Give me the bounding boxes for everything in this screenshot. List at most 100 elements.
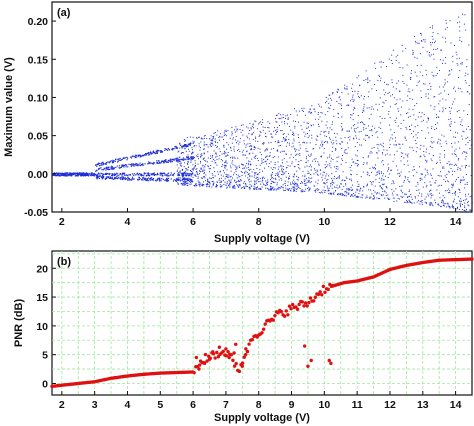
- scatter-point: [375, 103, 377, 105]
- scatter-point: [166, 149, 169, 151]
- scatter-point: [447, 203, 449, 205]
- scatter-point: [424, 168, 426, 170]
- scatter-point: [118, 159, 120, 161]
- scatter-point: [452, 174, 454, 176]
- scatter-point: [289, 189, 291, 191]
- scatter-point: [120, 166, 122, 168]
- scatter-point: [79, 173, 81, 175]
- scatter-point: [152, 163, 154, 165]
- scatter-point: [350, 117, 352, 119]
- scatter-point: [247, 127, 249, 129]
- scatter-point: [110, 167, 112, 169]
- scatter-point: [246, 167, 248, 169]
- scatter-point: [301, 190, 303, 192]
- scatter-point: [241, 171, 243, 173]
- scatter-point: [281, 169, 283, 171]
- scatter-point: [209, 145, 211, 147]
- scatter-point: [246, 171, 248, 173]
- scatter-point: [180, 162, 182, 164]
- scatter-point: [273, 130, 275, 132]
- scatter-point: [311, 105, 313, 107]
- scatter-point: [415, 151, 417, 153]
- panel-a-x-ticks: 2 4 6 8 10 12 14: [59, 208, 462, 228]
- scatter-point: [358, 193, 360, 195]
- scatter-point: [275, 129, 277, 131]
- scatter-point: [366, 185, 368, 187]
- scatter-point: [246, 150, 248, 152]
- scatter-point: [342, 179, 344, 181]
- scatter-point: [287, 172, 289, 174]
- scatter-point: [78, 173, 80, 175]
- scatter-point: [185, 139, 187, 141]
- scatter-point: [434, 106, 436, 108]
- scatter-point: [174, 146, 176, 148]
- scatter-point: [179, 162, 181, 164]
- scatter-point: [122, 176, 124, 178]
- scatter-point: [221, 165, 223, 167]
- scatter-point: [167, 159, 169, 162]
- scatter-point: [280, 185, 282, 187]
- scatter-point: [95, 170, 97, 172]
- scatter-point: [288, 178, 290, 180]
- scatter-point: [186, 169, 188, 171]
- scatter-point: [185, 174, 187, 176]
- pnr-point: [242, 355, 246, 359]
- scatter-point: [206, 183, 208, 185]
- scatter-point: [432, 25, 434, 27]
- scatter-point: [242, 149, 244, 151]
- scatter-point: [205, 184, 207, 186]
- scatter-point: [389, 117, 391, 119]
- scatter-point: [405, 139, 407, 141]
- scatter-point: [303, 190, 305, 192]
- scatter-point: [468, 193, 470, 195]
- scatter-point: [459, 200, 461, 202]
- scatter-point: [122, 172, 124, 174]
- scatter-point: [184, 140, 186, 142]
- scatter-point: [158, 177, 160, 179]
- scatter-point: [59, 172, 61, 174]
- scatter-point: [319, 144, 321, 146]
- scatter-point: [328, 190, 330, 192]
- scatter-point: [291, 161, 293, 163]
- scatter-point: [419, 80, 421, 82]
- scatter-point: [405, 153, 407, 155]
- scatter-point: [293, 186, 295, 188]
- scatter-point: [412, 169, 414, 171]
- scatter-point: [308, 189, 310, 191]
- scatter-point: [114, 176, 116, 179]
- scatter-point: [143, 172, 145, 174]
- scatter-point: [137, 173, 139, 175]
- scatter-point: [293, 183, 295, 185]
- scatter-point: [220, 177, 222, 179]
- scatter-point: [252, 123, 254, 125]
- scatter-point: [471, 138, 473, 140]
- scatter-point: [430, 189, 432, 191]
- scatter-point: [145, 153, 147, 155]
- scatter-point: [411, 133, 413, 135]
- scatter-point: [438, 93, 440, 95]
- scatter-point: [442, 204, 444, 206]
- scatter-point: [253, 187, 255, 189]
- scatter-point: [145, 179, 147, 182]
- scatter-point: [381, 188, 383, 190]
- scatter-point: [198, 173, 200, 175]
- scatter-point: [287, 117, 289, 119]
- scatter-point: [403, 119, 405, 121]
- scatter-point: [365, 197, 367, 199]
- scatter-point: [421, 178, 423, 180]
- scatter-point: [189, 178, 191, 180]
- scatter-point: [262, 183, 264, 185]
- scatter-point: [158, 179, 160, 181]
- scatter-point: [111, 166, 113, 168]
- scatter-point: [104, 173, 107, 175]
- scatter-point: [216, 181, 218, 183]
- scatter-point: [169, 174, 172, 176]
- scatter-point: [232, 177, 234, 179]
- scatter-point: [325, 190, 327, 192]
- scatter-point: [153, 172, 155, 174]
- panel-a-y-tick-label: 0.20: [28, 16, 49, 28]
- scatter-point: [139, 154, 142, 157]
- scatter-point: [211, 142, 213, 144]
- scatter-point: [261, 186, 263, 188]
- scatter-point: [255, 121, 257, 123]
